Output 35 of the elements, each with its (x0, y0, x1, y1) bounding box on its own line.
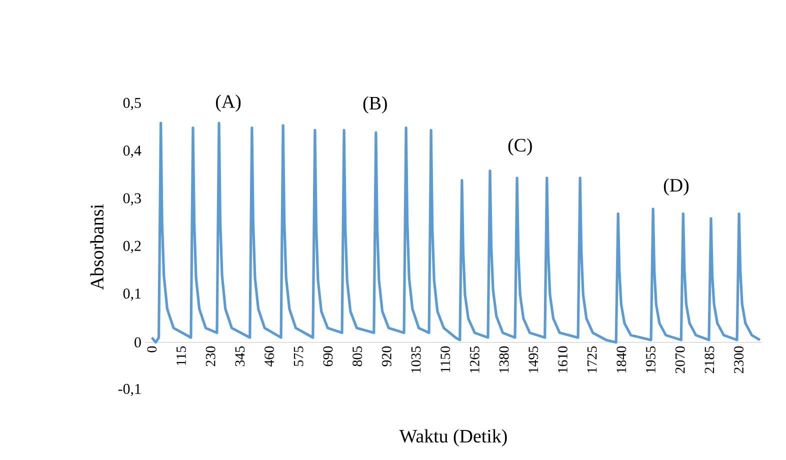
x-axis-title: Waktu (Detik) (399, 429, 507, 446)
x-tick-label: 690 (323, 346, 333, 366)
y-tick-label: 0 (134, 337, 141, 348)
annotation: (B) (363, 96, 387, 114)
x-tick-label: 1380 (499, 346, 509, 373)
y-tick-label: -0,1 (118, 384, 141, 396)
annotation: (C) (508, 138, 532, 156)
y-tick-label: 0,4 (123, 146, 142, 158)
y-tick-label: 0,5 (123, 98, 141, 110)
y-axis-title: Absorbansi (90, 204, 104, 290)
x-tick-label: 460 (264, 346, 274, 367)
x-tick-label: 230 (206, 346, 216, 366)
y-tick-label: 0,1 (123, 288, 141, 301)
x-tick-label: 0 (147, 346, 157, 352)
x-tick-label: 1150 (440, 346, 450, 372)
x-tick-label: 1725 (587, 346, 597, 373)
x-tick-label: 575 (294, 346, 304, 366)
x-tick-label: 2070 (675, 346, 685, 374)
x-tick-label: 1610 (558, 346, 568, 373)
x-tick-label: 1840 (616, 346, 626, 373)
x-tick-label: 920 (382, 346, 392, 366)
y-tick-label: 0,2 (123, 240, 141, 254)
x-tick-label: 2300 (734, 346, 744, 374)
x-tick-label: 1035 (411, 346, 421, 373)
x-tick-label: 1955 (646, 346, 656, 373)
annotation: (D) (664, 178, 689, 196)
y-tick-label: 0,3 (123, 193, 141, 206)
x-tick-label: 115 (176, 346, 186, 366)
x-tick-label: 1495 (528, 346, 538, 373)
x-tick-label: 1265 (470, 346, 480, 373)
line-series (150, 122, 762, 344)
x-tick-label: 345 (235, 346, 245, 366)
annotation: (A) (216, 94, 241, 112)
x-tick-label: 2185 (704, 346, 714, 374)
x-tick-label: 805 (352, 346, 362, 366)
